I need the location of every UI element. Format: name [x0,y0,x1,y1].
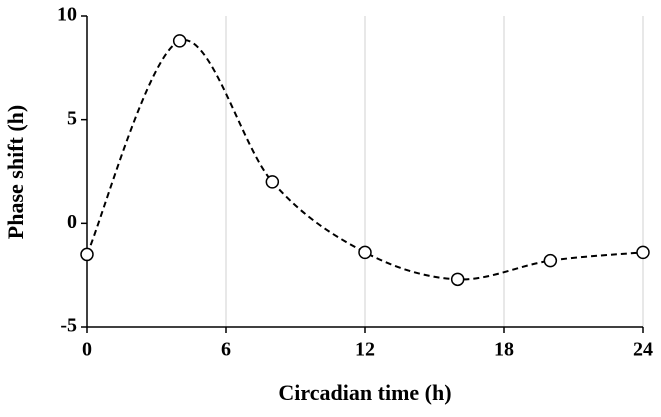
y-tick-label: 0 [67,211,77,233]
x-tick-label: 24 [633,339,653,361]
marker [80,247,94,262]
marker [265,175,280,189]
y-axis-title: Phase shift (h) [3,105,28,239]
x-axis-title: Circadian time (h) [278,380,451,405]
x-tick-label: 6 [221,339,231,361]
marker [636,245,650,260]
marker [543,253,558,268]
marker [450,272,465,287]
marker [358,245,372,260]
x-tick-label: 0 [82,339,92,361]
marker [172,34,187,48]
y-tick-label: 10 [57,4,77,26]
x-tick-label: 12 [355,339,375,361]
x-tick-label: 18 [494,339,514,361]
y-tick-label: 5 [67,107,77,129]
y-tick-label: -5 [60,315,77,337]
